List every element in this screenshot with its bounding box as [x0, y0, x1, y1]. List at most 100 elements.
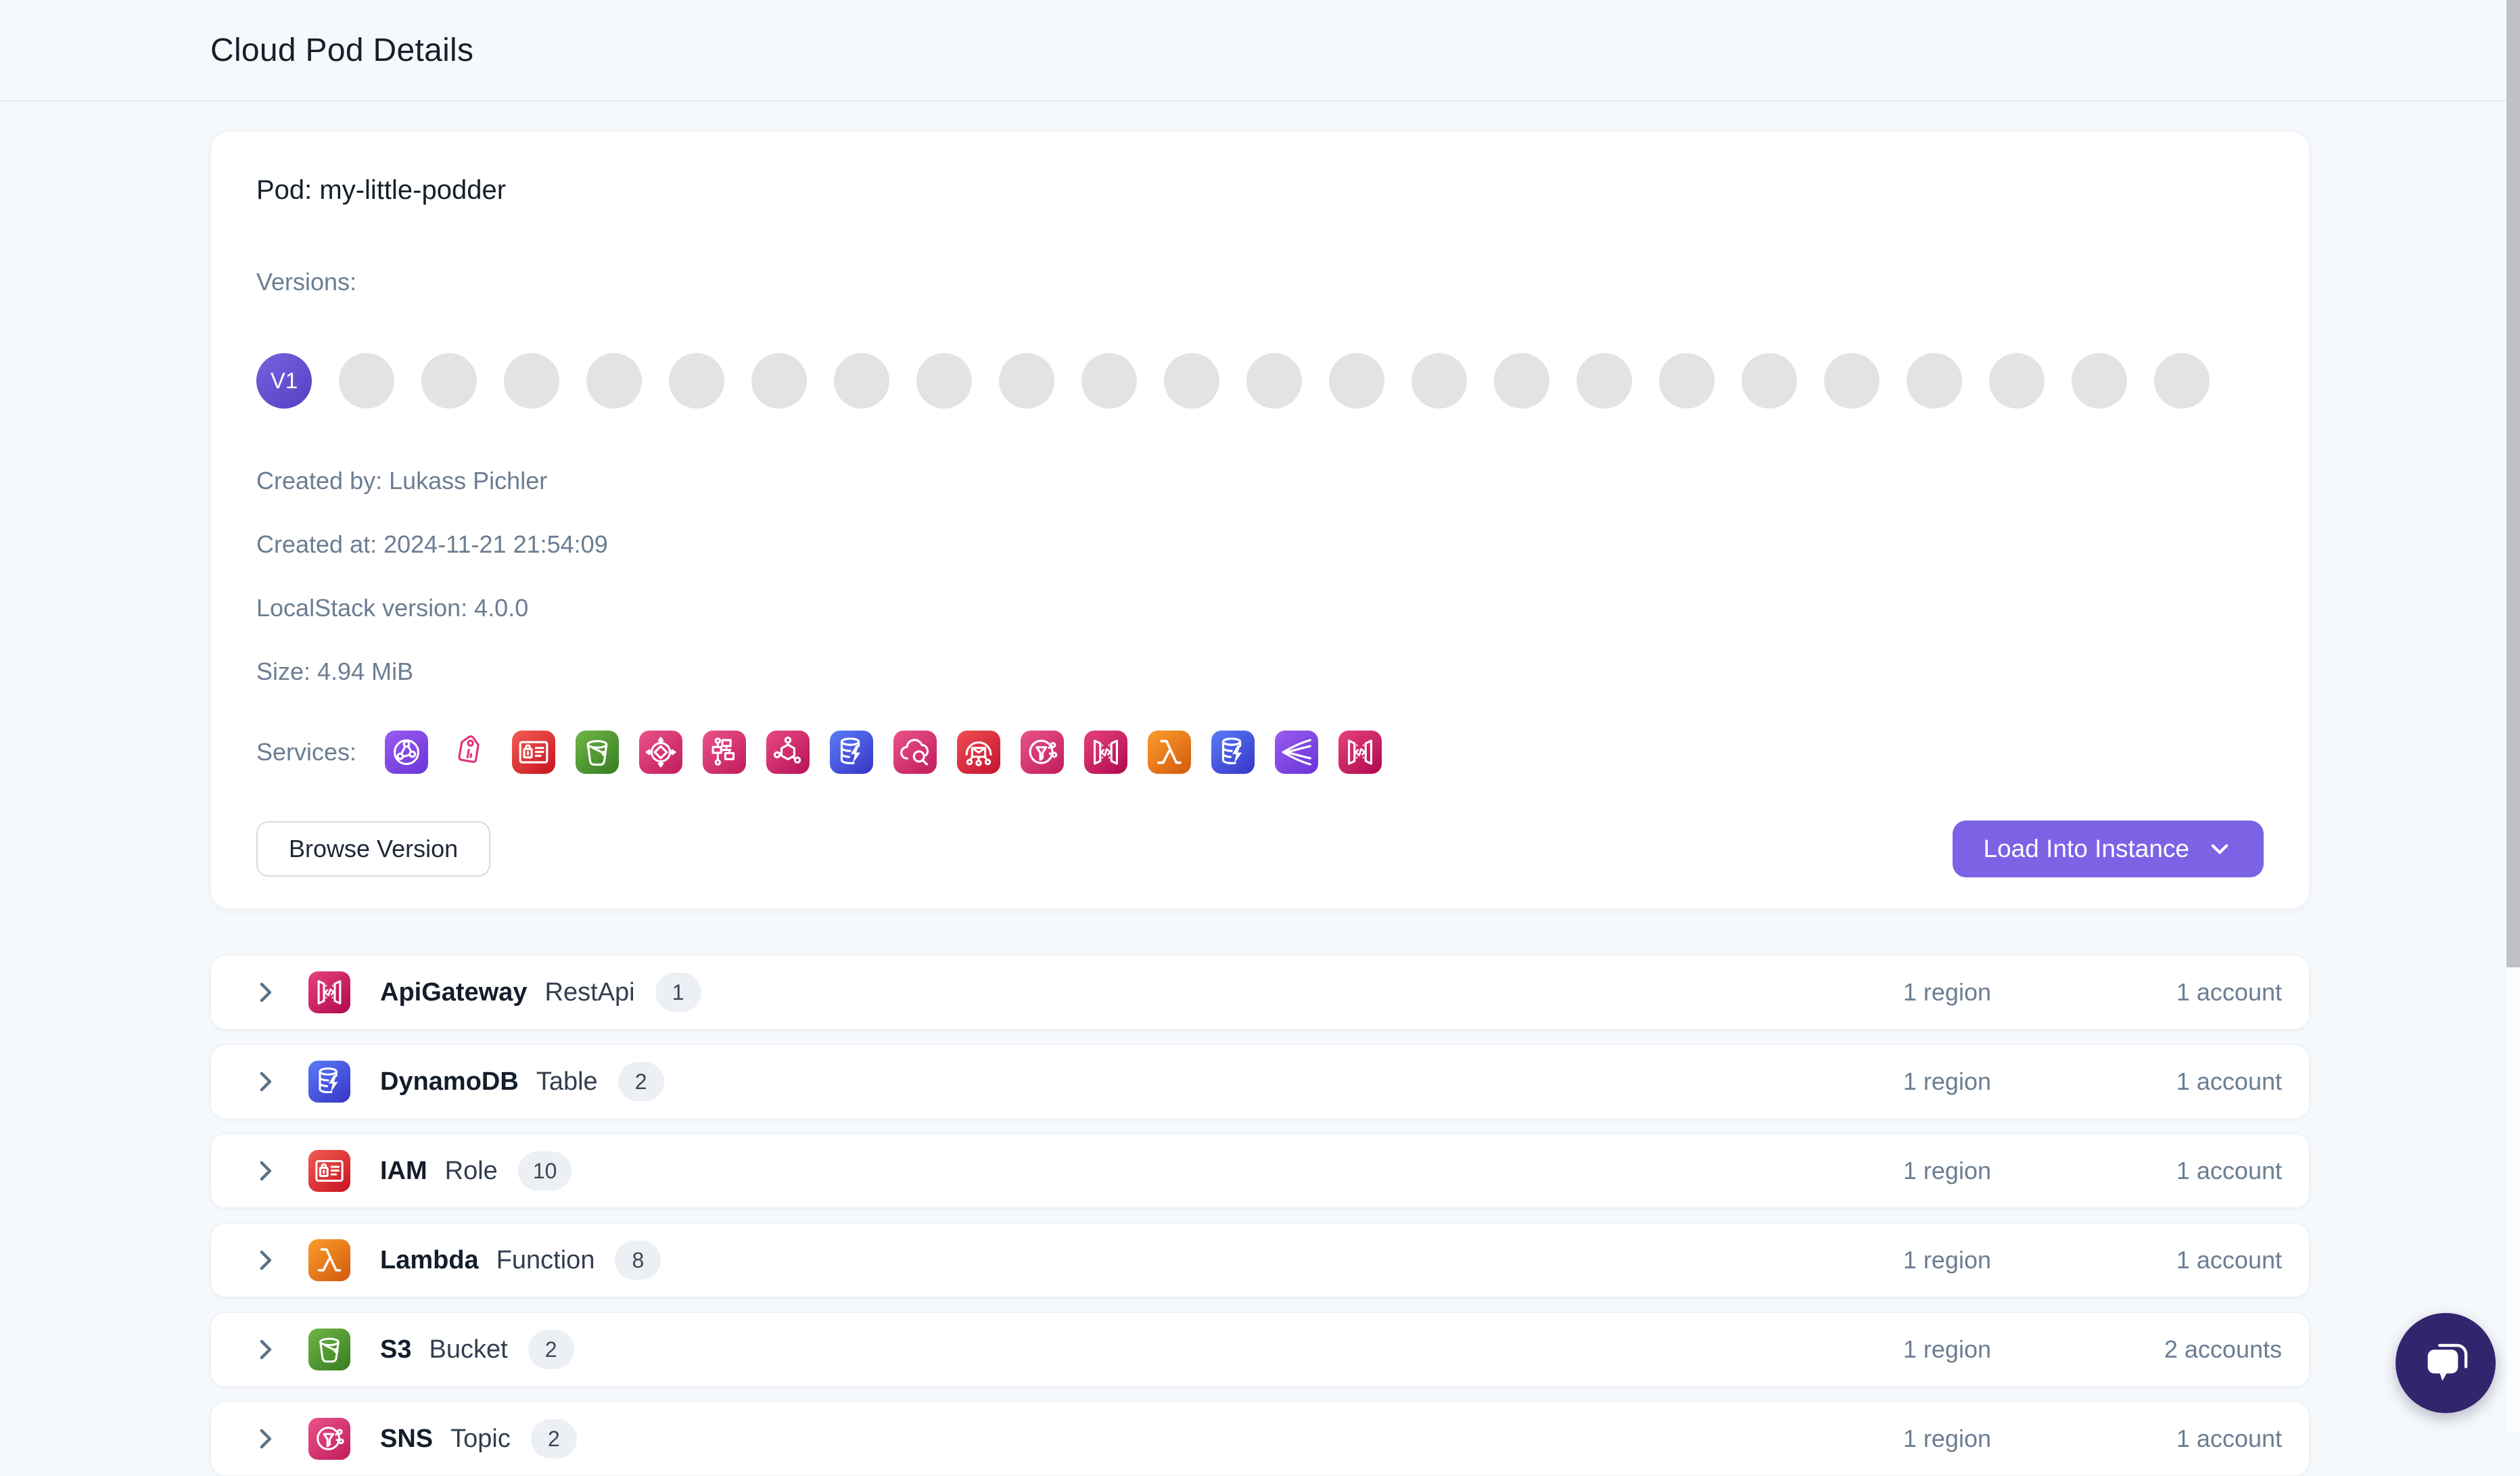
- resource-row-lambda[interactable]: Lambda Function 8 1 region 1 account: [210, 1223, 2310, 1297]
- dynamodbstreams-icon: [1211, 731, 1255, 774]
- resource-count-badge: 8: [615, 1241, 661, 1280]
- account-count: 1 account: [2176, 1246, 2282, 1274]
- resource-service-name: ApiGateway: [380, 977, 528, 1007]
- main-content: Pod: my-little-podder Versions: V1 Creat…: [0, 131, 2520, 1476]
- resource-count-badge: 2: [617, 1062, 664, 1101]
- version-dot: [1577, 353, 1632, 409]
- account-count: 2 accounts: [2164, 1335, 2282, 1363]
- resource-service-name: SNS: [380, 1424, 434, 1453]
- stepfunctions-icon: [703, 731, 747, 774]
- version-chip-v1[interactable]: V1: [256, 353, 312, 409]
- version-dot: [751, 353, 807, 409]
- version-dot: [1329, 353, 1384, 409]
- ses-icon: [957, 731, 1001, 774]
- version-dot: [669, 353, 724, 409]
- version-dot: [2072, 353, 2127, 409]
- page-scrollbar[interactable]: [2506, 0, 2520, 1433]
- lambda-icon: [1148, 731, 1192, 774]
- kinesis-icon: [1275, 731, 1319, 774]
- region-count: 1 region: [1903, 1425, 1991, 1452]
- route53-icon: [385, 731, 429, 774]
- dynamodb-icon: [308, 1061, 350, 1103]
- sns-icon: [308, 1418, 350, 1460]
- size-text: Size: 4.94 MiB: [256, 658, 414, 685]
- pod-card: Pod: my-little-podder Versions: V1 Creat…: [210, 131, 2310, 909]
- resource-list: ApiGateway RestApi 1 1 region 1 account …: [210, 955, 2310, 1476]
- resource-type: Table: [536, 1067, 598, 1096]
- version-dot: [339, 353, 394, 409]
- logs-icon: [893, 731, 937, 774]
- account-count: 1 account: [2176, 978, 2282, 1006]
- resource-service-name: S3: [380, 1335, 412, 1364]
- dynamodb-icon: [830, 731, 874, 774]
- version-dots: V1: [256, 353, 2264, 409]
- chat-bubble-icon: [2427, 1343, 2468, 1381]
- account-count: 1 account: [2176, 1157, 2282, 1184]
- apigateway-icon: [308, 971, 350, 1013]
- version-dot: [1164, 353, 1219, 409]
- version-dot: [999, 353, 1054, 409]
- top-bar: Cloud Pod Details: [0, 0, 2520, 101]
- iam-icon: [308, 1150, 350, 1192]
- region-count: 1 region: [1903, 978, 1991, 1006]
- apigateway-icon: [1084, 731, 1128, 774]
- resource-row-s3[interactable]: S3 Bucket 2 1 region 2 accounts: [210, 1312, 2310, 1387]
- services-row: Services:: [256, 731, 2264, 774]
- resource-row-dynamodb[interactable]: DynamoDB Table 2 1 region 1 account: [210, 1044, 2310, 1119]
- versions-label: Versions:: [256, 268, 357, 296]
- resource-row-apigateway[interactable]: ApiGateway RestApi 1 1 region 1 account: [210, 955, 2310, 1030]
- card-actions: Browse Version Load Into Instance: [256, 821, 2264, 877]
- services-label: Services:: [256, 738, 357, 766]
- version-dot: [916, 353, 972, 409]
- chevron-right-icon[interactable]: [250, 977, 280, 1007]
- version-dot: [1989, 353, 2045, 409]
- chevron-right-icon[interactable]: [250, 1335, 280, 1364]
- chevron-right-icon[interactable]: [250, 1245, 280, 1275]
- resource-row-sns[interactable]: SNS Topic 2 1 region 1 account: [210, 1402, 2310, 1476]
- chevron-right-icon[interactable]: [250, 1424, 280, 1454]
- localstack-version-text: LocalStack version: 4.0.0: [256, 594, 529, 622]
- version-dot: [1411, 353, 1467, 409]
- account-count: 1 account: [2176, 1425, 2282, 1452]
- version-dot: [504, 353, 559, 409]
- resource-type: Topic: [450, 1424, 511, 1453]
- resource-service-name: IAM: [380, 1156, 427, 1185]
- resource-count-badge: 2: [530, 1419, 577, 1458]
- chevron-right-icon[interactable]: [250, 1156, 280, 1186]
- s3-icon: [576, 731, 620, 774]
- region-count: 1 region: [1903, 1335, 1991, 1363]
- resource-type: Role: [444, 1156, 498, 1185]
- created-by-text: Created by: Lukass Pichler: [256, 467, 548, 494]
- load-into-instance-button[interactable]: Load Into Instance: [1952, 821, 2264, 877]
- resource-service-name: Lambda: [380, 1245, 479, 1274]
- apigatewayv2-icon: [1338, 731, 1382, 774]
- version-dot: [1081, 353, 1137, 409]
- version-dot: [2154, 353, 2210, 409]
- resource-type: Bucket: [429, 1335, 508, 1364]
- region-count: 1 region: [1903, 1157, 1991, 1184]
- region-count: 1 region: [1903, 1067, 1991, 1095]
- resource-count-badge: 10: [517, 1151, 572, 1191]
- resource-row-iam[interactable]: IAM Role 10 1 region 1 account: [210, 1134, 2310, 1208]
- version-dot: [1824, 353, 1880, 409]
- sns-icon: [1021, 731, 1065, 774]
- version-dot: [586, 353, 642, 409]
- chevron-right-icon[interactable]: [250, 1067, 280, 1097]
- resource-type: RestApi: [544, 977, 635, 1007]
- load-into-instance-label: Load Into Instance: [1983, 835, 2189, 862]
- tagging-icon: [448, 731, 492, 774]
- chat-widget-button[interactable]: [2396, 1313, 2496, 1413]
- browse-version-button[interactable]: Browse Version: [256, 821, 491, 877]
- version-dot: [1659, 353, 1714, 409]
- services-icons: [385, 731, 1382, 774]
- scrollbar-thumb[interactable]: [2506, 0, 2520, 967]
- iam-icon: [512, 731, 556, 774]
- sqs-icon: [639, 731, 683, 774]
- resource-type: Function: [496, 1245, 595, 1274]
- version-dot: [1742, 353, 1797, 409]
- page-title: Cloud Pod Details: [210, 32, 474, 68]
- s3-icon: [308, 1329, 350, 1370]
- created-at-text: Created at: 2024-11-21 21:54:09: [256, 530, 608, 558]
- resource-service-name: DynamoDB: [380, 1067, 519, 1096]
